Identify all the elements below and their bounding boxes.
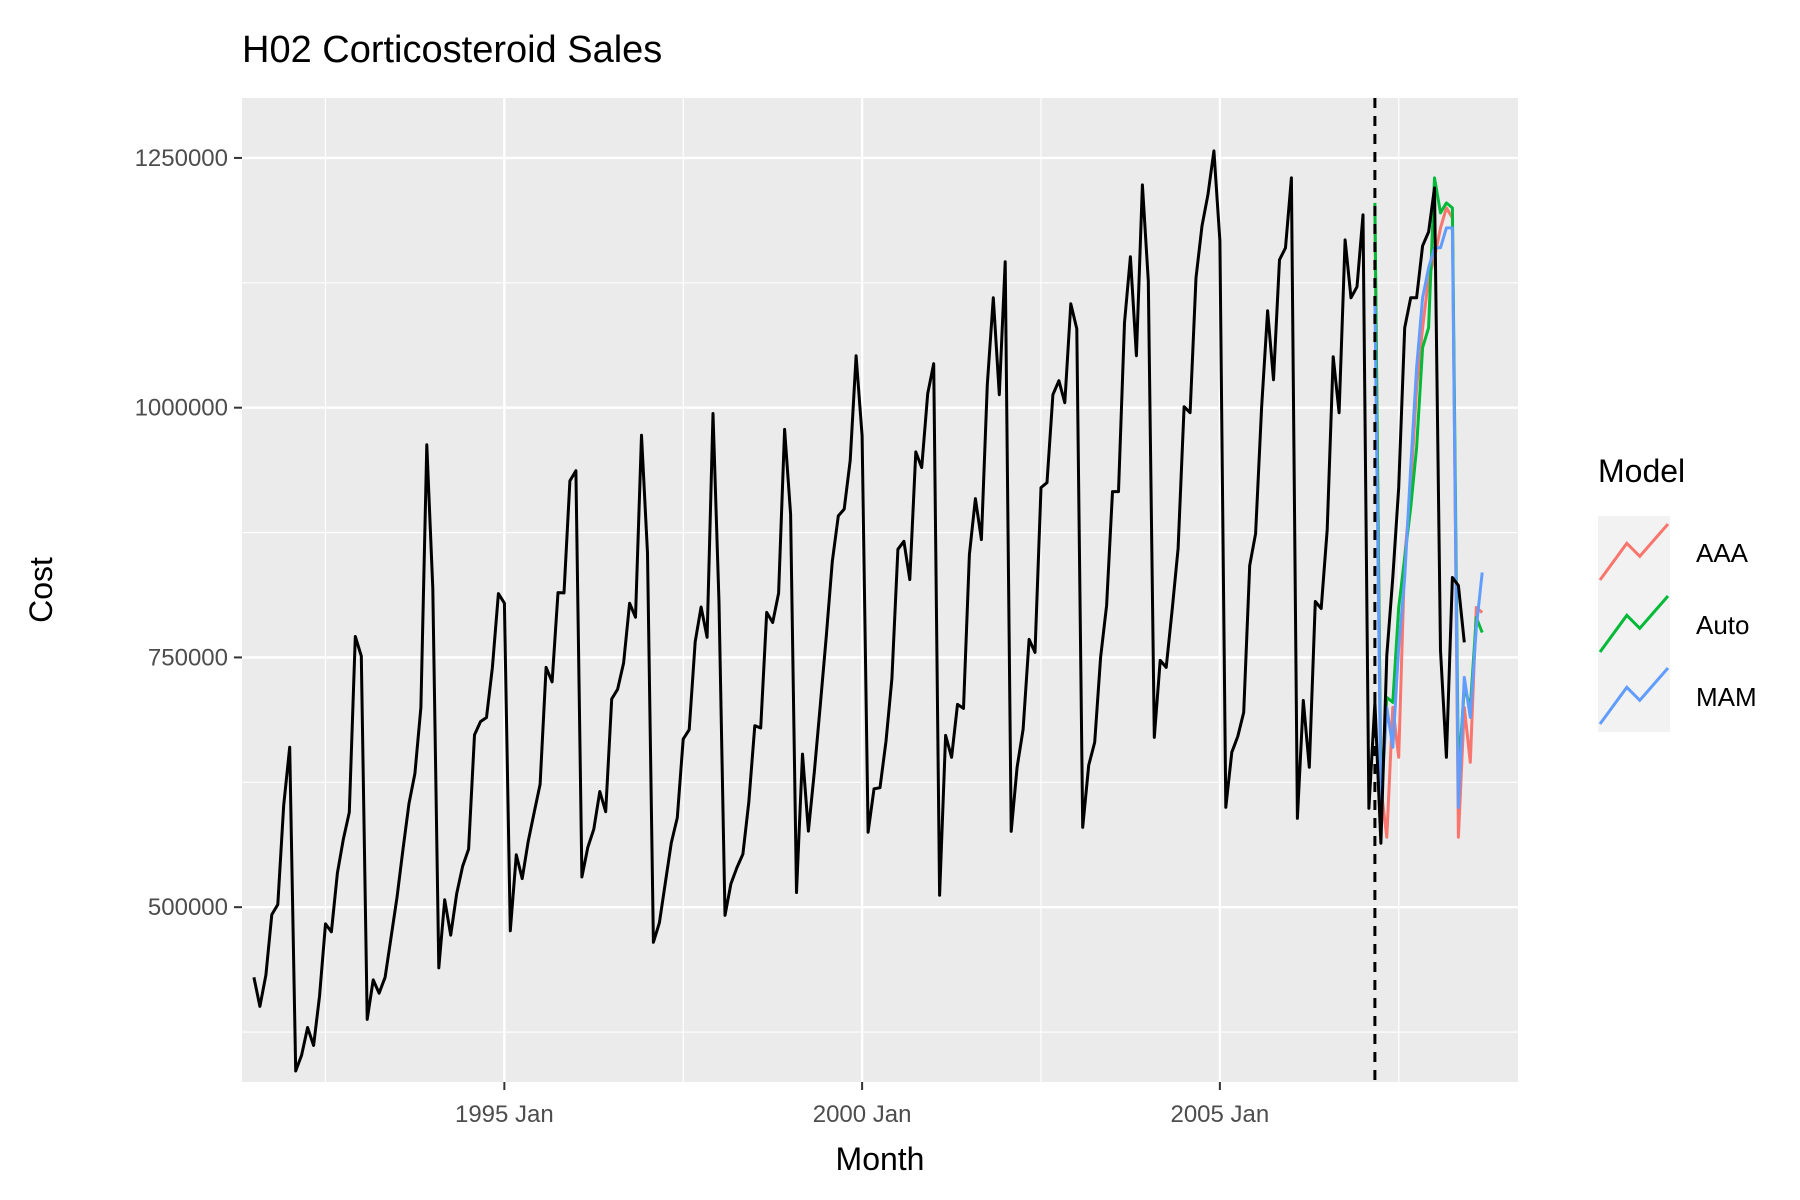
y-tick-label: 1250000	[135, 145, 228, 172]
x-axis-title: Month	[836, 1141, 925, 1177]
y-tick-label: 1000000	[135, 395, 228, 422]
legend-label-auto: Auto	[1696, 610, 1750, 640]
x-tick-label: 2005 Jan	[1170, 1101, 1269, 1128]
x-tick-label: 1995 Jan	[455, 1101, 554, 1128]
y-axis: 500000 750000 1000000 1250000	[135, 145, 242, 921]
y-tick-label: 500000	[148, 894, 228, 921]
legend-label-mam: MAM	[1696, 682, 1757, 712]
x-axis: 1995 Jan 2000 Jan 2005 Jan	[455, 1082, 1269, 1128]
y-axis-title: Cost	[23, 557, 59, 623]
legend-swatch-auto	[1598, 595, 1670, 653]
series-layer	[1373, 176, 1484, 839]
observed-line	[252, 149, 1466, 1073]
legend-label-aaa: AAA	[1696, 538, 1749, 568]
legend: Model AAA Auto MAM	[1598, 453, 1757, 732]
observed-layer	[252, 149, 1466, 1073]
y-tick-label: 750000	[148, 644, 228, 671]
legend-swatch-aaa	[1598, 523, 1670, 581]
legend-swatch-mam	[1598, 667, 1670, 725]
series-line-mam	[1373, 226, 1484, 809]
x-tick-label: 2000 Jan	[813, 1101, 912, 1128]
legend-title: Model	[1598, 453, 1685, 489]
chart-title: H02 Corticosteroid Sales	[242, 29, 662, 71]
